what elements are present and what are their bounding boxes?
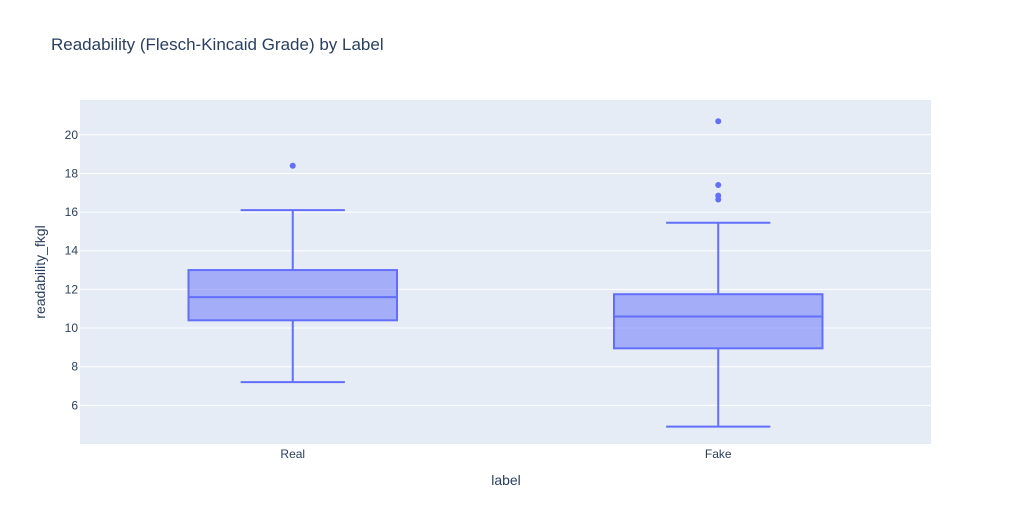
y-tick-label: 20	[65, 128, 79, 142]
boxes	[187, 118, 824, 428]
outlier-point	[715, 196, 722, 203]
y-tick-label: 6	[71, 398, 78, 412]
box-real	[187, 162, 398, 384]
outlier-point	[715, 118, 722, 125]
box-fake	[613, 118, 824, 428]
x-tick-labels: Real Fake	[280, 447, 732, 461]
iqr-box	[187, 269, 398, 322]
outlier-point	[715, 182, 722, 189]
chart-title: Readability (Flesch-Kincaid Grade) by La…	[51, 35, 384, 54]
y-tick-label: 10	[65, 321, 79, 335]
x-tick-label: Fake	[705, 447, 732, 461]
outlier-point	[289, 162, 296, 169]
iqr-box	[613, 293, 824, 350]
y-tick-label: 16	[65, 205, 79, 219]
y-tick-labels: 6 8 10 12 14 16 18 20	[65, 128, 79, 413]
y-tick-label: 14	[65, 244, 79, 258]
y-axis-title: readability_fkgl	[32, 225, 48, 318]
x-tick-label: Real	[280, 447, 305, 461]
y-tick-label: 8	[71, 360, 78, 374]
x-axis-title: label	[491, 472, 521, 488]
y-tick-label: 18	[65, 166, 79, 180]
y-tick-label: 12	[65, 282, 79, 296]
